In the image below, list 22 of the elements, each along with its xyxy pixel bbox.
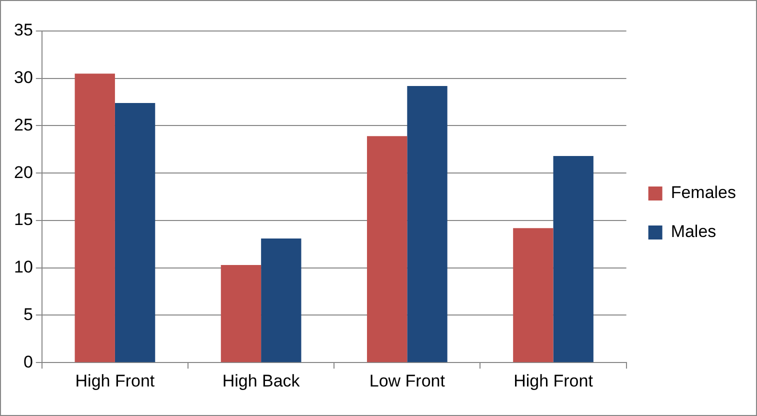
x-tick-label: High Back [222, 371, 300, 390]
x-tick-label: High Front [75, 371, 155, 390]
y-tick-label: 35 [14, 20, 33, 40]
bar [74, 74, 115, 362]
x-tick-label: Low Front [369, 371, 446, 390]
y-tick-label: 10 [14, 258, 33, 277]
bar [553, 156, 594, 362]
y-tick-label: 30 [14, 68, 33, 88]
x-tick-label: High Front [514, 371, 594, 390]
y-tick-label: 0 [23, 352, 33, 372]
bar [366, 136, 408, 362]
y-tick-label: 5 [23, 304, 33, 324]
bar [513, 228, 554, 362]
y-tick-label: 25 [14, 115, 33, 134]
legend-label: Females [670, 183, 736, 202]
bar [114, 103, 156, 362]
bar [220, 265, 262, 362]
y-tick-label: 15 [14, 210, 33, 230]
legend-label: Males [670, 222, 716, 242]
bar [261, 238, 302, 362]
y-tick-label: 20 [14, 162, 33, 182]
bar [407, 86, 448, 362]
